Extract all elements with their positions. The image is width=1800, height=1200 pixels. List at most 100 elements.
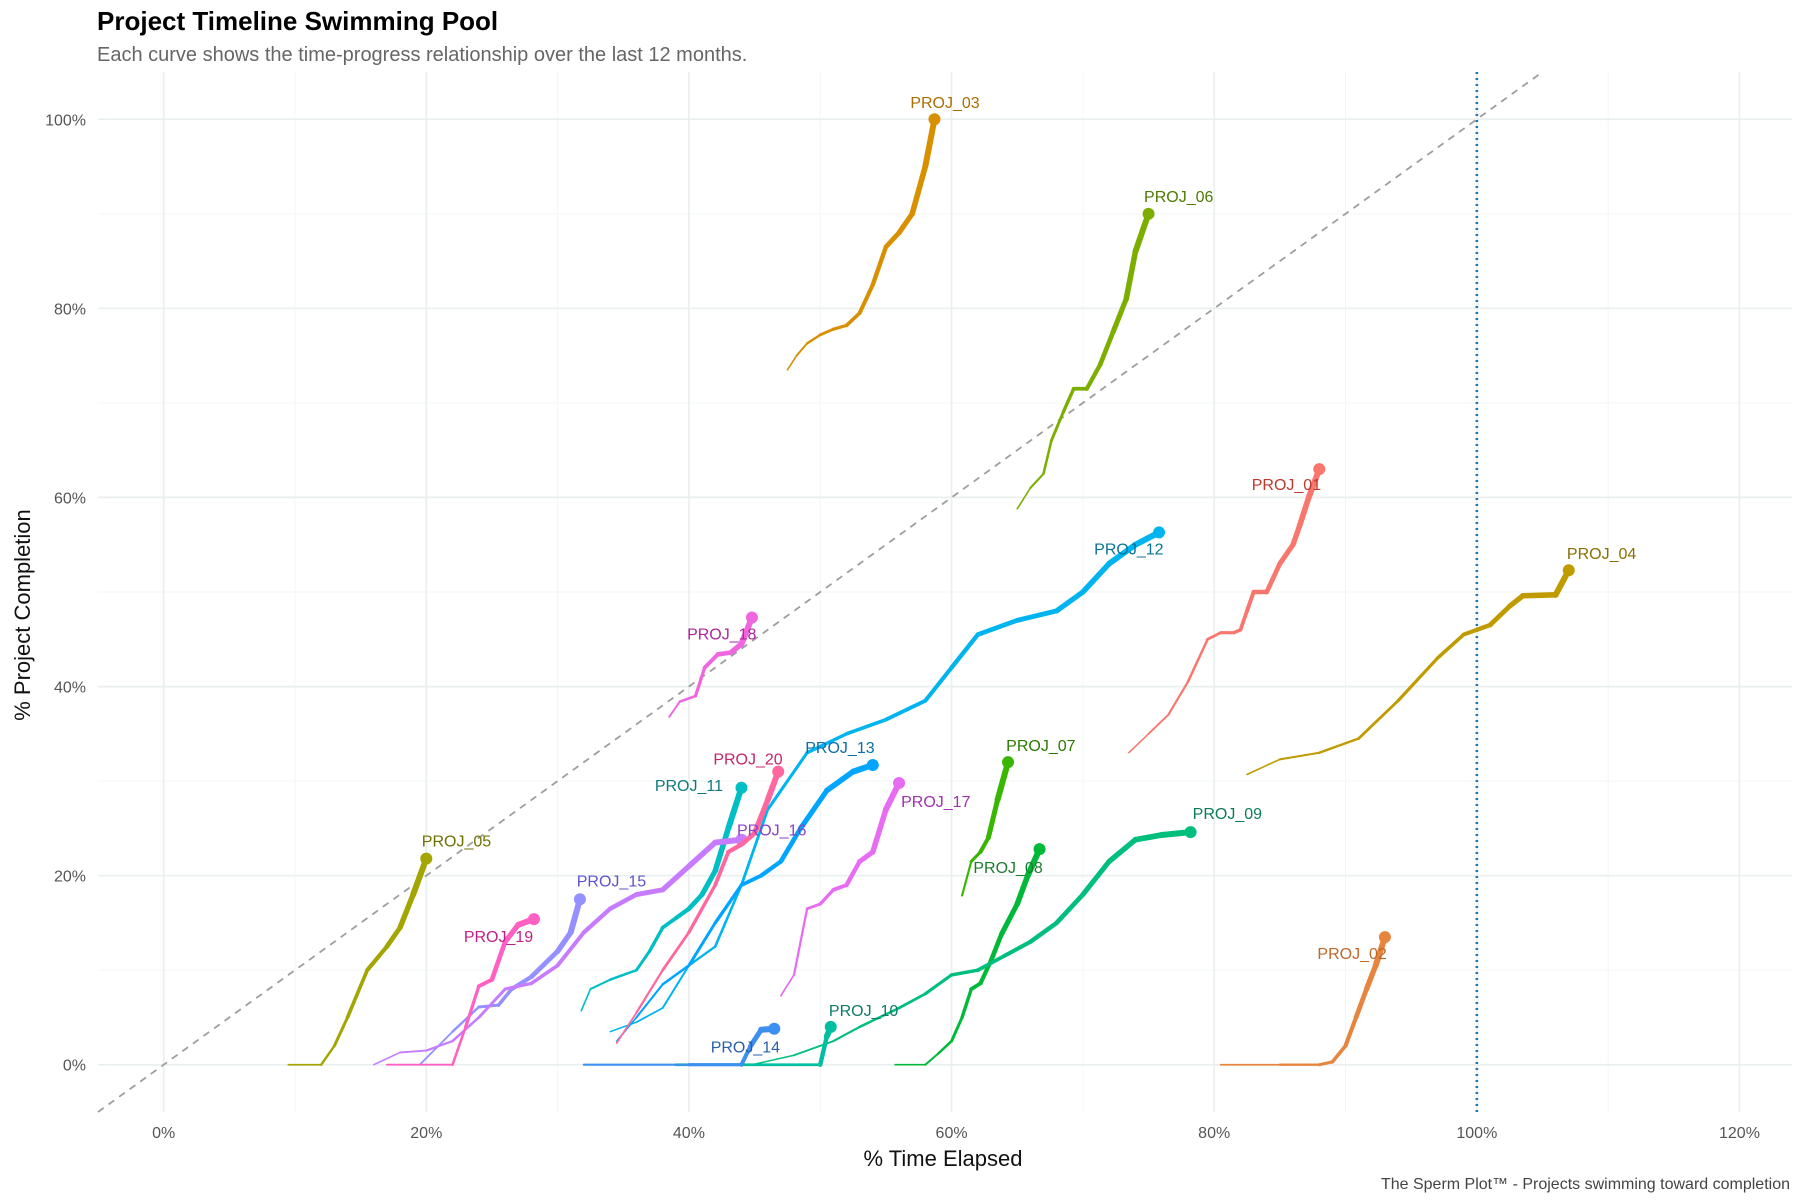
series-segment: [1435, 632, 1466, 660]
series-segment: [502, 922, 521, 945]
series-segment: [1238, 609, 1249, 632]
series-segment: [818, 327, 835, 337]
series-segment: [1357, 699, 1400, 740]
series-segment: [975, 954, 1006, 973]
label-proj-09: PROJ_09: [1193, 806, 1262, 823]
series-segment: [725, 784, 745, 832]
label-proj-03: PROJ_03: [910, 95, 979, 112]
series-segment: [1028, 920, 1059, 945]
series-segment: [805, 732, 849, 755]
series-segment: [713, 883, 744, 925]
series-segment: [786, 354, 798, 371]
series-segment: [451, 1025, 467, 1067]
chart-title: Project Timeline Swimming Pool: [97, 6, 499, 36]
series-segment: [857, 282, 875, 316]
series-head-point: [866, 759, 879, 772]
x-tick-label: 0%: [152, 1125, 175, 1142]
series-proj-15: [418, 893, 586, 1066]
series-segment: [1080, 858, 1112, 898]
series-segment: [397, 891, 416, 931]
series-segment: [960, 860, 973, 897]
series-segment: [1054, 892, 1086, 926]
series-segment: [425, 1039, 454, 1052]
series-segment: [634, 949, 652, 972]
series-segment: [1042, 439, 1053, 476]
series-segment: [1123, 248, 1139, 302]
label-proj-16: PROJ_16: [737, 822, 806, 839]
series-segment: [476, 977, 494, 989]
series-segment: [1461, 627, 1479, 637]
label-proj-11: PROJ_11: [655, 778, 723, 795]
series-head-point: [1378, 931, 1391, 944]
label-proj-15: PROJ_15: [577, 873, 646, 890]
series-segment: [738, 830, 758, 847]
series-segment: [1343, 1015, 1359, 1048]
label-proj-18: PROJ_18: [687, 627, 756, 644]
series-segment: [1290, 523, 1303, 548]
label-proj-06: PROJ_06: [1144, 189, 1213, 206]
series-segment: [1002, 939, 1033, 959]
series-proj-19: [385, 913, 540, 1067]
series-segment: [580, 988, 592, 1012]
series-segment: [818, 1034, 830, 1067]
x-tick-label: 120%: [1719, 1125, 1760, 1142]
series-segment: [844, 311, 862, 328]
series-segment: [687, 945, 717, 967]
x-tick-label: 80%: [1198, 1125, 1230, 1142]
series-segment: [795, 342, 809, 357]
series-proj-18: [668, 611, 758, 718]
series-proj-12: [609, 526, 1166, 1033]
series-segment: [739, 873, 764, 887]
series-segment: [1363, 962, 1379, 992]
series-segment: [1110, 296, 1129, 335]
series-segment: [797, 787, 830, 831]
label-proj-13: PROJ_13: [805, 740, 874, 757]
series-segment: [1519, 592, 1559, 599]
axes: 0% 20% 40% 60% 80% 100% 120% 0% 20% 40% 60% 80% 100%: [45, 112, 1760, 1142]
series-segment: [994, 759, 1012, 803]
series-head-point: [928, 113, 941, 126]
y-tick-label: 60%: [54, 490, 86, 507]
series-lines: [287, 113, 1575, 1067]
series-proj-01: [1128, 463, 1326, 754]
series-head-point: [772, 765, 785, 778]
series-head-point: [527, 913, 540, 926]
series-head-point: [745, 611, 758, 624]
x-tick-label: 60%: [936, 1125, 968, 1142]
series-segment: [1353, 986, 1369, 1020]
series-head-point: [824, 1020, 837, 1033]
series-segment: [748, 1027, 764, 1049]
series-segment: [1330, 1044, 1348, 1064]
series-head-point: [1313, 463, 1326, 476]
grid: [98, 72, 1792, 1112]
series-proj-13: [615, 759, 879, 1042]
series-segment: [751, 1054, 795, 1066]
series-segment: [410, 855, 430, 898]
label-proj-12: PROJ_12: [1094, 541, 1163, 558]
series-proj-04: [1246, 564, 1575, 776]
series-segment: [1264, 561, 1283, 595]
series-segment: [1487, 603, 1513, 628]
series-head-point: [735, 781, 748, 794]
series-head-point: [1184, 826, 1197, 839]
series-segment: [660, 916, 678, 930]
series-segment: [985, 797, 1001, 841]
series-segment: [1132, 210, 1152, 255]
series-segment: [673, 906, 692, 921]
series-segment: [1061, 387, 1076, 415]
series-segment: [778, 826, 803, 864]
series-segment: [1016, 487, 1032, 510]
series-segment: [699, 868, 718, 898]
series-segment: [740, 808, 770, 887]
series-segment: [528, 948, 561, 980]
x-tick-label: 40%: [673, 1125, 705, 1142]
series-segment: [1186, 638, 1209, 684]
series-segment: [555, 930, 586, 968]
label-proj-17: PROJ_17: [901, 794, 970, 811]
series-proj-03: [786, 113, 941, 371]
series-segment: [726, 842, 744, 855]
series-segment: [687, 883, 717, 935]
series-segment: [870, 806, 889, 855]
series-segment: [1080, 560, 1112, 595]
